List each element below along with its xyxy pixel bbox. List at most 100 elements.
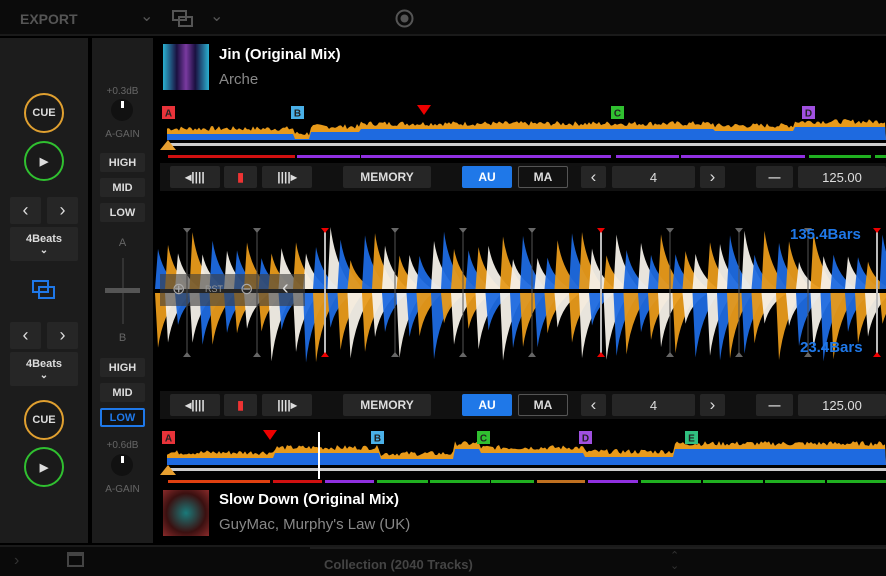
cue-button-deck1[interactable]: CUE [24, 93, 64, 133]
beat-loop-forward-button[interactable]: ||||▸ [262, 166, 312, 188]
hot-cue-A [162, 106, 175, 119]
zoom-in-icon[interactable]: ⊕ [172, 281, 186, 298]
waveform-transient-top [741, 230, 768, 289]
waveform-transient-top [313, 246, 339, 289]
dual-deck-icon[interactable] [172, 10, 194, 28]
play-button-deck2[interactable]: ▶ [24, 447, 64, 487]
beats-label: 4Beats [25, 232, 63, 245]
waveform-transient-bottom [347, 293, 374, 359]
loop-marker-button[interactable]: ▮ [224, 394, 257, 416]
waveform-transient-top [382, 245, 408, 289]
memory-button[interactable]: MEMORY [343, 394, 431, 416]
crossfader-handle[interactable] [105, 288, 140, 293]
auto-beat-button[interactable]: AU [462, 166, 512, 188]
album-art-deck1 [163, 44, 209, 90]
gain-knob-deck1[interactable] [111, 99, 133, 121]
beat-jump-back-button[interactable]: ‹ [10, 322, 41, 349]
waveform-transient-top [485, 245, 512, 289]
play-button-deck1[interactable]: ▶ [24, 141, 64, 181]
beat-loop-back-button[interactable]: ◂|||| [170, 166, 220, 188]
beat-count-next-button[interactable]: › [700, 394, 725, 416]
beat-count-value: 4 [612, 394, 695, 416]
collapse-chevron-icon[interactable]: ‹ [282, 277, 289, 299]
chevron-down-icon[interactable]: ⌄ [140, 8, 154, 25]
beat-count-prev-button[interactable]: ‹ [581, 394, 606, 416]
waveform-transient-bottom [820, 293, 847, 362]
bpm-value: 125.00 [798, 394, 886, 416]
phrase-segment [616, 155, 679, 158]
waveform-transient-top [475, 246, 502, 289]
waveform-transient-bottom [658, 293, 684, 348]
beat-loop-back-button[interactable]: ◂|||| [170, 394, 220, 416]
fader-label-a: A [118, 237, 127, 249]
beat-jump-select-deck2[interactable]: 4Beats ⌄ [10, 352, 78, 386]
eq-mid-deck1[interactable]: MID [100, 178, 145, 197]
beat-jump-select-deck1[interactable]: 4Beats ⌄ [10, 227, 78, 261]
phrase-segment [491, 480, 534, 483]
loop-marker-button[interactable]: ▮ [224, 166, 257, 188]
waveform-transient-top [682, 251, 709, 289]
manual-beat-button[interactable]: MA [518, 166, 568, 188]
waveform-transient-bottom [751, 293, 778, 344]
eq-high-deck2[interactable]: HIGH [100, 358, 145, 377]
waveform-transient-bottom [155, 293, 181, 348]
gain-knob-deck2[interactable] [111, 454, 133, 476]
beat-jump-forward-button[interactable]: › [47, 197, 78, 224]
waveform-transient-top [796, 261, 822, 289]
auto-beat-button[interactable]: AU [462, 394, 512, 416]
waveform-transient-top [327, 226, 354, 289]
waveform-transient-top [658, 234, 684, 289]
beat-count-value: 4 [612, 166, 695, 188]
beat-count-prev-button[interactable]: ‹ [581, 166, 606, 188]
bpm-decrease-button[interactable]: — [756, 394, 793, 416]
waveform-transient-top [347, 260, 374, 289]
waveform-center-line [155, 290, 886, 292]
waveform-transient-bottom [441, 293, 467, 324]
overview-waveform-deck2[interactable]: A B C D E [155, 425, 886, 487]
beat-grid-marker-bottom [597, 352, 605, 357]
cue-point-marker [263, 430, 277, 440]
sort-updown-icon[interactable]: ⌃ ⌄ [670, 550, 680, 572]
waveform-transient-bottom [510, 293, 536, 349]
expand-chevron-icon[interactable]: › [14, 552, 20, 569]
memory-button[interactable]: MEMORY [343, 166, 431, 188]
waveform-transient-bottom [741, 293, 768, 354]
eq-mid-deck2[interactable]: MID [100, 383, 145, 402]
chevron-down-icon[interactable]: ⌄ [210, 8, 224, 25]
beat-loop-forward-button[interactable]: ||||▸ [262, 394, 312, 416]
beat-jump-back-button[interactable]: ‹ [10, 197, 41, 224]
overview-waveform-deck1[interactable]: A B C D [155, 100, 886, 162]
zoom-out-icon[interactable]: ⊖ [240, 281, 254, 298]
phrase-segment [168, 480, 270, 483]
waveform-transient-bottom [396, 293, 423, 358]
manual-beat-button[interactable]: MA [518, 394, 568, 416]
waveform-transient-bottom [406, 293, 433, 338]
browser-layout-icon[interactable] [67, 552, 84, 567]
waveform-transient-bottom [327, 293, 354, 328]
bpm-decrease-button[interactable]: — [756, 166, 793, 188]
eq-high-deck1[interactable]: HIGH [100, 153, 145, 172]
eq-low-deck1[interactable]: LOW [100, 203, 145, 222]
beat-grid-marker-bottom [873, 352, 881, 357]
cue-button-deck2[interactable]: CUE [24, 400, 64, 440]
eq-low-deck2[interactable]: LOW [100, 408, 145, 427]
beat-count-next-button[interactable]: › [700, 166, 725, 188]
collection-label[interactable]: Collection (2040 Tracks) [324, 557, 473, 572]
waveform-transient-bottom [692, 293, 719, 358]
waveform-transient-top [465, 250, 492, 289]
divider [310, 547, 886, 549]
record-icon[interactable] [395, 9, 414, 28]
waveform-transient-bottom [786, 293, 812, 326]
deck-sync-icon[interactable] [32, 280, 56, 300]
hot-cue-D [579, 431, 592, 444]
zoom-reset-button[interactable]: RST [205, 284, 223, 294]
waveform-transient-bottom [579, 293, 605, 359]
phrase-segment [297, 155, 360, 158]
beat-jump-forward-button[interactable]: › [47, 322, 78, 349]
hot-cue-E [685, 431, 698, 444]
waveform-transient-top [544, 257, 571, 289]
export-menu[interactable]: EXPORT [20, 11, 78, 27]
waveform-transient-bottom [382, 293, 408, 332]
beat-grid-marker-top [321, 228, 329, 233]
waveform-transient-top [303, 253, 329, 289]
